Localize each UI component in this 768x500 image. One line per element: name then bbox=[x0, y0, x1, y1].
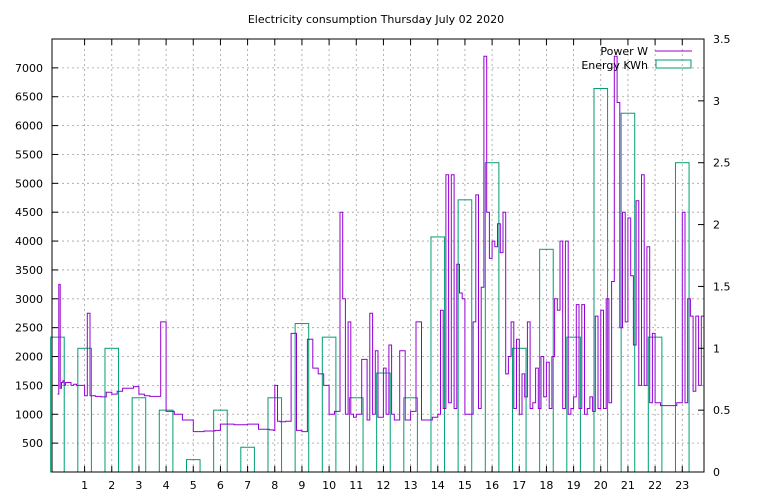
x-tick-label: 22 bbox=[648, 479, 662, 492]
y-left-tick-label: 3500 bbox=[15, 264, 43, 277]
x-tick-label: 10 bbox=[322, 479, 336, 492]
y-right-tick-label: 3 bbox=[713, 95, 720, 108]
y-left-tick-label: 1500 bbox=[15, 379, 43, 392]
x-tick-label: 19 bbox=[567, 479, 581, 492]
x-tick-label: 7 bbox=[244, 479, 251, 492]
x-tick-label: 3 bbox=[135, 479, 142, 492]
y-left-tick-label: 2500 bbox=[15, 322, 43, 335]
y-right-tick-label: 0.5 bbox=[713, 404, 731, 417]
x-tick-label: 13 bbox=[404, 479, 418, 492]
x-tick-label: 11 bbox=[349, 479, 363, 492]
y-right-tick-label: 1 bbox=[713, 342, 720, 355]
legend: Power W Energy KWh bbox=[581, 45, 692, 72]
y-right-tick-label: 3.5 bbox=[713, 33, 731, 46]
legend-energy-label: Energy KWh bbox=[581, 59, 648, 72]
x-tick-label: 6 bbox=[217, 479, 224, 492]
x-tick-label: 2 bbox=[108, 479, 115, 492]
x-tick-label: 21 bbox=[621, 479, 635, 492]
x-tick-label: 1 bbox=[81, 479, 88, 492]
y-left-tick-label: 6500 bbox=[15, 91, 43, 104]
y-left-tick-label: 7000 bbox=[15, 62, 43, 75]
x-tick-label: 16 bbox=[485, 479, 499, 492]
y-left-tick-label: 4500 bbox=[15, 206, 43, 219]
x-tick-label: 18 bbox=[539, 479, 553, 492]
plot-frame bbox=[51, 38, 705, 473]
x-tick-label: 14 bbox=[431, 479, 445, 492]
x-tick-label: 15 bbox=[458, 479, 472, 492]
y-left-tick-label: 1000 bbox=[15, 408, 43, 421]
y-left-tick-label: 2000 bbox=[15, 351, 43, 364]
x-tick-label: 12 bbox=[376, 479, 390, 492]
x-tick-label: 17 bbox=[512, 479, 526, 492]
legend-power-label: Power W bbox=[600, 45, 648, 58]
y-left-tick-label: 5000 bbox=[15, 177, 43, 190]
energy-bar bbox=[50, 336, 65, 473]
x-tick-label: 8 bbox=[271, 479, 278, 492]
y-right-tick-label: 0 bbox=[713, 466, 720, 479]
y-right-tick-label: 2 bbox=[713, 219, 720, 232]
power-line bbox=[57, 55, 705, 433]
y-left-tick-label: 3000 bbox=[15, 293, 43, 306]
x-tick-label: 4 bbox=[163, 479, 170, 492]
chart-title: Electricity consumption Thursday July 02… bbox=[248, 13, 504, 26]
y-left-tick-label: 500 bbox=[22, 437, 43, 450]
y-right-tick-label: 2.5 bbox=[713, 157, 731, 170]
power-series-line bbox=[57, 55, 705, 433]
x-tick-label: 9 bbox=[298, 479, 305, 492]
legend-energy-swatch bbox=[655, 59, 692, 69]
y-left-tick-label: 6000 bbox=[15, 120, 43, 133]
y-right-tick-label: 1.5 bbox=[713, 280, 731, 293]
y-left-tick-label: 4000 bbox=[15, 235, 43, 248]
x-tick-label: 20 bbox=[594, 479, 608, 492]
y-left-tick-label: 5500 bbox=[15, 148, 43, 161]
x-tick-label: 5 bbox=[190, 479, 197, 492]
axes: 500 1000 1500 2000 2500 3000 3500 4000 4500 5000 5… bbox=[15, 33, 731, 492]
x-tick-label: 23 bbox=[675, 479, 689, 492]
